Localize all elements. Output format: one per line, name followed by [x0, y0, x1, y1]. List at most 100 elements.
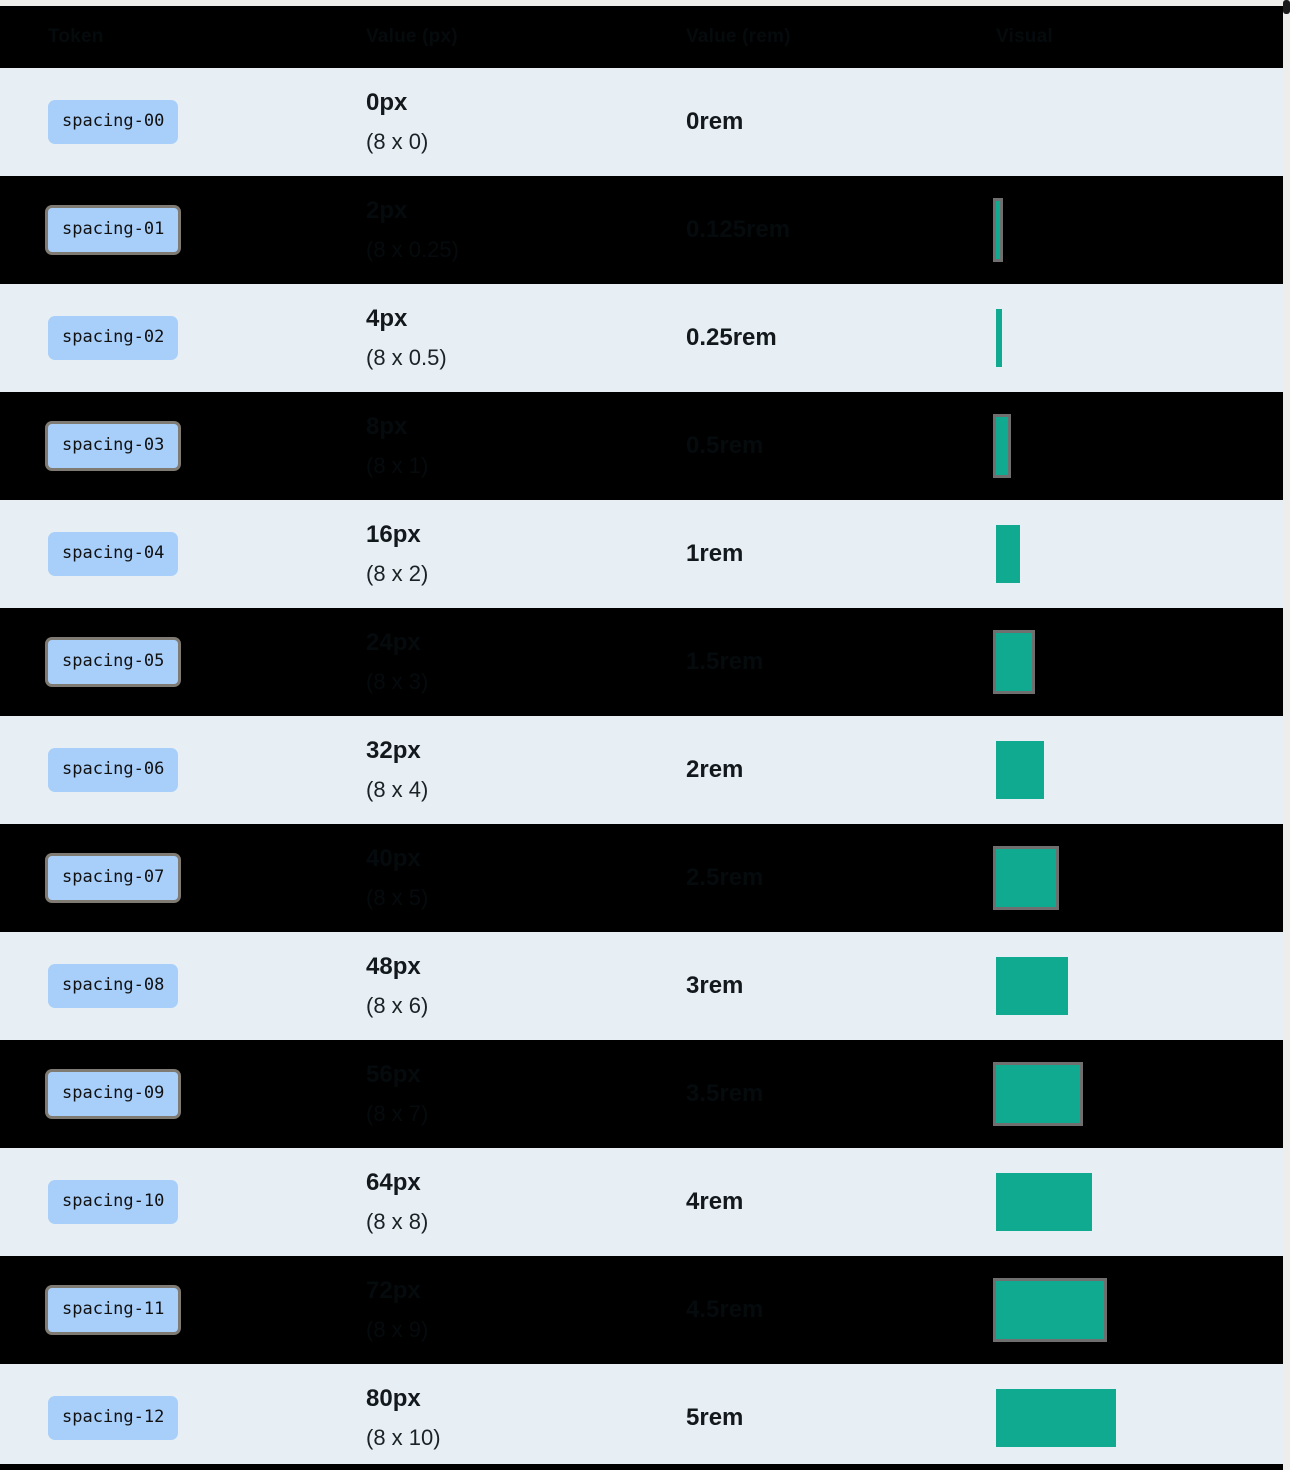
cell-rem-value: 1.5rem — [668, 608, 978, 716]
cell-px-value: 40px (8 x 5) — [358, 824, 668, 932]
token-chip[interactable]: spacing-08 — [48, 964, 179, 1008]
token-chip[interactable]: spacing-00 — [48, 100, 179, 144]
table-row: spacing-11 72px (8 x 9) 4.5rem — [0, 1256, 1283, 1364]
spacing-swatch — [996, 741, 1044, 799]
cell-px-value: 16px (8 x 2) — [358, 500, 668, 608]
token-chip[interactable]: spacing-02 — [48, 316, 179, 360]
cell-token: spacing-07 — [0, 824, 358, 932]
px-formula: (8 x 10) — [366, 1425, 441, 1450]
cell-px-value: 80px (8 x 10) — [358, 1364, 668, 1464]
cell-px-value: 2px (8 x 0.25) — [358, 176, 668, 284]
cell-visual — [978, 284, 1283, 392]
swatch-holder — [996, 500, 1283, 608]
token-chip[interactable]: spacing-03 — [48, 424, 179, 468]
token-chip[interactable]: spacing-07 — [48, 856, 179, 900]
cell-visual — [978, 608, 1283, 716]
swatch-holder — [993, 392, 1283, 500]
cell-token: spacing-10 — [0, 1148, 358, 1256]
cell-token: spacing-02 — [0, 284, 358, 392]
token-chip[interactable]: spacing-05 — [48, 640, 179, 684]
px-value: 4px — [366, 305, 408, 332]
cell-px-value: 0px (8 x 0) — [358, 68, 668, 176]
spacing-swatch — [996, 309, 1002, 367]
px-value: 40px — [366, 845, 421, 872]
table-header-row: Token Value (px) Value (rem) Visual — [0, 6, 1283, 68]
token-chip[interactable]: spacing-11 — [48, 1288, 179, 1332]
cell-token: spacing-06 — [0, 716, 358, 824]
swatch-holder — [993, 176, 1283, 284]
token-chip[interactable]: spacing-12 — [48, 1396, 179, 1440]
cell-token: spacing-11 — [0, 1256, 358, 1364]
table-row: spacing-04 16px (8 x 2) 1rem — [0, 500, 1283, 608]
cell-rem-value: 3rem — [668, 932, 978, 1040]
table-row: spacing-06 32px (8 x 4) 2rem — [0, 716, 1283, 824]
swatch-holder — [996, 1364, 1283, 1464]
cell-rem-value: 1rem — [668, 500, 978, 608]
column-header-visual[interactable]: Visual — [996, 26, 1053, 47]
px-value: 16px — [366, 521, 421, 548]
token-chip[interactable]: spacing-10 — [48, 1180, 179, 1224]
cell-rem-value: 0.25rem — [668, 284, 978, 392]
swatch-holder — [996, 932, 1283, 1040]
swatch-holder — [996, 68, 1283, 176]
spacing-table-scroll-container[interactable]: Token Value (px) Value (rem) Visual spac… — [0, 6, 1283, 1464]
cell-px-value: 64px (8 x 8) — [358, 1148, 668, 1256]
cell-visual — [978, 824, 1283, 932]
token-chip[interactable]: spacing-09 — [48, 1072, 179, 1116]
px-formula: (8 x 5) — [366, 885, 429, 910]
px-formula: (8 x 4) — [366, 777, 429, 802]
spacing-tokens-table: Token Value (px) Value (rem) Visual spac… — [0, 6, 1283, 1464]
rem-value: 0.5rem — [686, 432, 764, 459]
page-top-strip — [0, 0, 1283, 6]
spacing-swatch — [996, 1173, 1092, 1231]
table-row: spacing-08 48px (8 x 6) 3rem — [0, 932, 1283, 1040]
cell-px-value: 24px (8 x 3) — [358, 608, 668, 716]
cell-token: spacing-08 — [0, 932, 358, 1040]
cell-token: spacing-04 — [0, 500, 358, 608]
token-chip[interactable]: spacing-06 — [48, 748, 179, 792]
rem-value: 5rem — [686, 1404, 744, 1431]
px-value: 32px — [366, 737, 421, 764]
px-value: 24px — [366, 629, 421, 656]
table-row: spacing-12 80px (8 x 10) 5rem — [0, 1364, 1283, 1464]
rem-value: 3rem — [686, 972, 744, 999]
spacing-swatch — [996, 525, 1020, 583]
cell-visual — [978, 500, 1283, 608]
token-chip[interactable]: spacing-01 — [48, 208, 179, 252]
column-header-token[interactable]: Token — [48, 26, 104, 47]
vertical-scrollbar[interactable] — [1283, 0, 1290, 1470]
rem-value: 0rem — [686, 108, 744, 135]
column-header-rem[interactable]: Value (rem) — [686, 26, 791, 47]
px-value: 64px — [366, 1169, 421, 1196]
rem-value: 1.5rem — [686, 648, 764, 675]
px-formula: (8 x 0.25) — [366, 237, 459, 262]
cell-visual — [978, 1040, 1283, 1148]
spacing-swatch — [993, 414, 1011, 478]
px-value: 72px — [366, 1277, 421, 1304]
spacing-swatch — [993, 198, 1003, 262]
spacing-swatch — [993, 1278, 1107, 1342]
cell-rem-value: 0.125rem — [668, 176, 978, 284]
swatch-holder — [996, 716, 1283, 824]
px-formula: (8 x 6) — [366, 993, 429, 1018]
cell-token: spacing-12 — [0, 1364, 358, 1464]
swatch-holder — [993, 1256, 1283, 1364]
cell-px-value: 72px (8 x 9) — [358, 1256, 668, 1364]
cell-visual — [978, 932, 1283, 1040]
table-row: spacing-07 40px (8 x 5) 2.5rem — [0, 824, 1283, 932]
cell-px-value: 8px (8 x 1) — [358, 392, 668, 500]
swatch-holder — [996, 1148, 1283, 1256]
column-header-px[interactable]: Value (px) — [366, 26, 458, 47]
cell-rem-value: 4rem — [668, 1148, 978, 1256]
cell-rem-value: 0rem — [668, 68, 978, 176]
cell-rem-value: 2rem — [668, 716, 978, 824]
cell-px-value: 56px (8 x 7) — [358, 1040, 668, 1148]
px-value: 48px — [366, 953, 421, 980]
token-chip[interactable]: spacing-04 — [48, 532, 179, 576]
vertical-scrollbar-thumb[interactable] — [1283, 0, 1290, 14]
table-body: spacing-00 0px (8 x 0) 0rem spacing-01 2px (8 … — [0, 68, 1283, 1464]
cell-visual — [978, 1256, 1283, 1364]
px-value: 2px — [366, 197, 408, 224]
rem-value: 2.5rem — [686, 864, 764, 891]
cell-rem-value: 2.5rem — [668, 824, 978, 932]
